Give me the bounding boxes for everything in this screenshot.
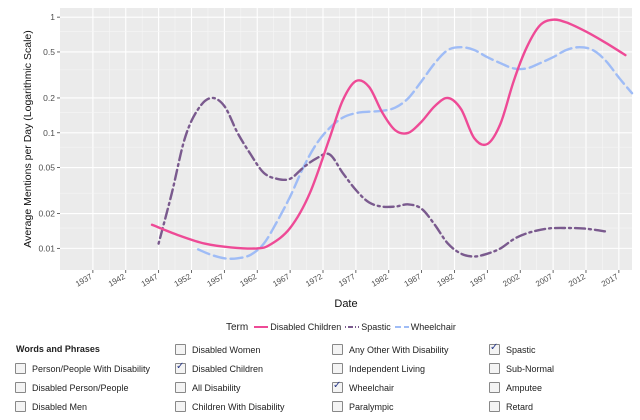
legend-label: Spastic [361, 322, 391, 332]
checkbox-label: Independent Living [349, 363, 426, 374]
legend-title: Term [226, 321, 249, 333]
y-tick-label: 1 [50, 12, 55, 22]
legend-item-disabled-children: Disabled Children [254, 322, 341, 332]
x-tick-label: 1962 [238, 272, 258, 289]
legend-item-spastic: Spastic [345, 322, 391, 332]
x-tick-label: 1957 [205, 272, 225, 289]
checkbox-row[interactable]: Independent Living [332, 359, 449, 378]
checkbox-label: Spastic [506, 344, 536, 355]
chart-legend: Term Disabled Children Spastic Wheelchai… [226, 320, 486, 334]
term-column-2: Disabled Women Disabled Children All Dis… [175, 340, 285, 416]
line-chart: 1937 1942 1947 1952 1957 1962 1967 1972 1977 1982… [22, 8, 634, 310]
checkbox[interactable] [489, 382, 500, 393]
x-tick-label: 1992 [436, 272, 456, 289]
checkbox-label: Retard [506, 401, 534, 412]
checkbox-label: Disabled Women [192, 344, 261, 355]
checkbox-label: Paralympic [349, 401, 394, 412]
series-line-disabled-children [150, 18, 627, 250]
checkbox-row[interactable]: Disabled Children [175, 359, 285, 378]
checkbox[interactable] [332, 401, 343, 412]
checkbox-label: Disabled Men [32, 401, 88, 412]
checkbox[interactable] [175, 401, 186, 412]
y-tick-label: 0.02 [38, 209, 55, 219]
checkbox[interactable] [332, 380, 343, 393]
checkbox[interactable] [332, 363, 343, 374]
term-selector: Words and Phrases Person/People With Dis… [0, 340, 640, 420]
y-tick-label: 0.05 [38, 163, 55, 173]
checkbox-label: Person/People With Disability [32, 363, 151, 374]
checkbox-label: Disabled Children [192, 363, 264, 374]
x-tick-label: 2002 [501, 272, 521, 289]
checkbox-label: Any Other With Disability [349, 344, 449, 355]
checkbox-label: Wheelchair [349, 382, 395, 393]
checkbox-row[interactable]: Sub-Normal [489, 359, 554, 378]
checkbox[interactable] [332, 344, 343, 355]
checkbox[interactable] [175, 382, 186, 393]
checkbox[interactable] [489, 401, 500, 412]
checkbox-row[interactable]: Disabled Men [15, 397, 150, 416]
checkbox-row[interactable]: Person/People With Disability [15, 359, 150, 378]
checkbox-row[interactable]: All Disability [175, 378, 285, 397]
legend-key-spastic [345, 326, 360, 328]
x-tick-label: 1947 [140, 272, 160, 289]
checkbox-label: All Disability [192, 382, 241, 393]
x-tick-label: 1972 [304, 272, 324, 289]
checkbox-label: Amputee [506, 382, 543, 393]
checkbox[interactable] [15, 382, 26, 393]
checkbox[interactable] [175, 344, 186, 355]
x-tick-label: 1997 [468, 272, 488, 289]
checkbox-row[interactable]: Any Other With Disability [332, 340, 449, 359]
x-tick-label: 2012 [567, 272, 587, 289]
checkbox-row[interactable]: Children With Disability [175, 397, 285, 416]
checkbox-row[interactable]: Disabled Person/People [15, 378, 150, 397]
checkbox[interactable] [489, 363, 500, 374]
checkbox[interactable] [15, 401, 26, 412]
term-column-4: Spastic Sub-Normal Amputee Retard [489, 340, 554, 416]
plot-panel [60, 8, 632, 270]
checkbox[interactable] [489, 342, 500, 355]
series-line-spastic [157, 96, 607, 258]
legend-key-wheelchair [394, 326, 409, 328]
legend-label: Wheelchair [410, 322, 456, 332]
checkbox-row[interactable]: Spastic [489, 340, 554, 359]
x-tick-label: 2017 [600, 272, 620, 289]
x-tick-label: 1937 [74, 272, 94, 289]
checkbox-label: Children With Disability [192, 401, 285, 412]
x-tick-label: 1982 [370, 272, 390, 289]
checkbox-row[interactable]: Wheelchair [332, 378, 449, 397]
y-tick-label: 0.1 [43, 128, 55, 138]
y-tick-label: 0.01 [38, 243, 55, 253]
x-tick-label: 1952 [173, 272, 193, 289]
legend-label: Disabled Children [270, 322, 342, 332]
x-axis-label: Date [334, 298, 357, 310]
term-column-3: Any Other With Disability Independent Li… [332, 340, 449, 416]
term-column-1: Words and Phrases Person/People With Dis… [15, 340, 150, 416]
y-tick-label: 0.2 [43, 93, 55, 103]
controls-heading: Words and Phrases [16, 344, 100, 354]
checkbox-label: Disabled Person/People [32, 382, 129, 393]
x-tick-label: 1942 [107, 272, 127, 289]
checkbox-row[interactable]: Retard [489, 397, 554, 416]
checkbox[interactable] [15, 363, 26, 374]
legend-key-disabled-children [254, 326, 269, 328]
series-layer [150, 18, 634, 260]
axes: 1937 1942 1947 1952 1957 1962 1967 1972 1977 1982… [38, 12, 620, 288]
series-line-wheelchair [196, 46, 634, 260]
x-tick-label: 1967 [271, 272, 291, 289]
checkbox-label: Sub-Normal [506, 363, 555, 374]
y-axis-label: Average Mentions per Day (Logarithmic Sc… [22, 30, 34, 248]
x-tick-label: 1987 [403, 272, 423, 289]
checkbox[interactable] [175, 361, 186, 374]
checkbox-row[interactable]: Paralympic [332, 397, 449, 416]
x-tick-label: 1977 [337, 272, 357, 289]
y-tick-label: 0.5 [43, 47, 55, 57]
legend-item-wheelchair: Wheelchair [394, 322, 456, 332]
x-tick-label: 2007 [534, 272, 554, 289]
checkbox-row[interactable]: Amputee [489, 378, 554, 397]
checkbox-row[interactable]: Disabled Women [175, 340, 285, 359]
